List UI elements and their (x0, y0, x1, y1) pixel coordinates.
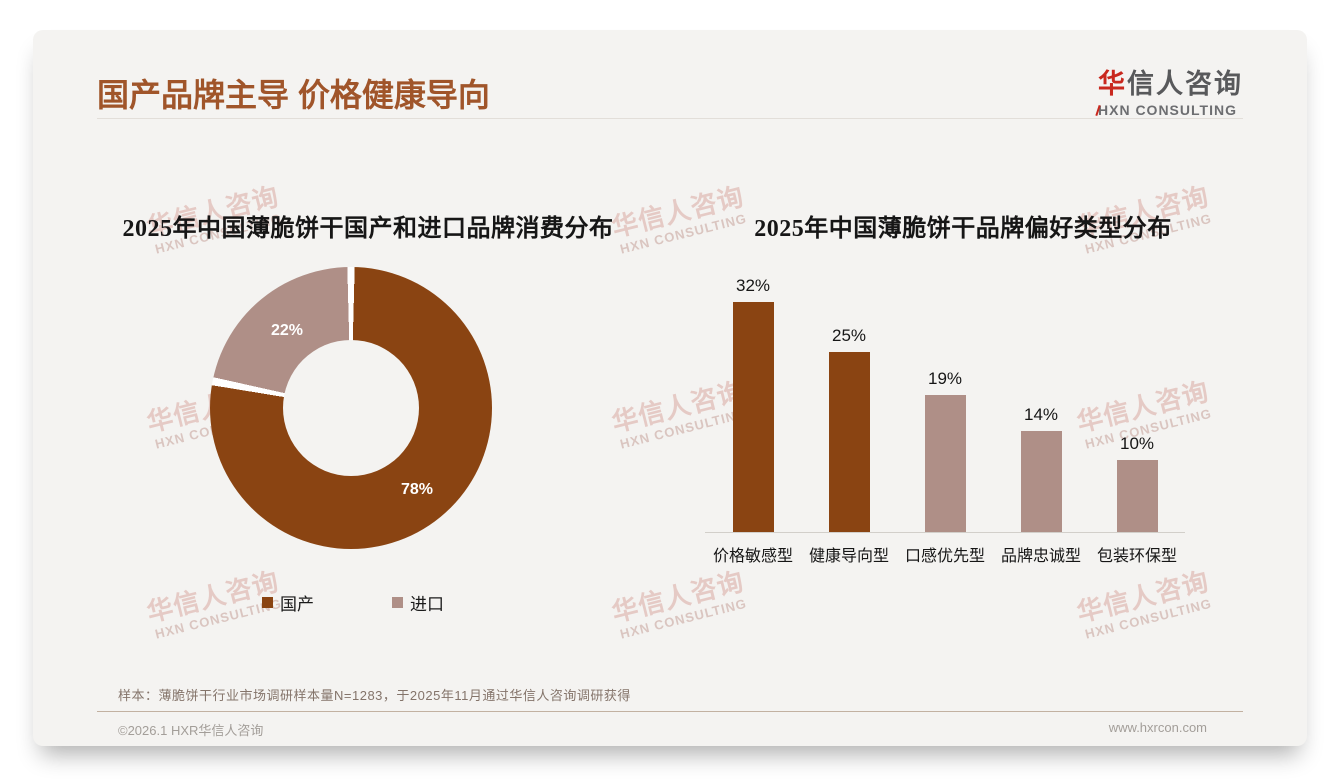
donut-hole (283, 340, 419, 476)
donut-legend: 国产 进口 (63, 590, 643, 615)
donut-chart: 22% 78% (210, 267, 492, 549)
report-card: 华信人咨询 HXN CONSULTING 华信人咨询 HXN CONSULTING 华信… (33, 30, 1307, 746)
logo-accent-char: 华 (1098, 69, 1127, 99)
logo-rest-chars: 信人咨询 (1127, 69, 1243, 99)
bar-chart-categories: 价格敏感型 健康导向型 口感优先型 品牌忠诚型 包装环保型 (705, 542, 1185, 566)
bar-category-label: 口感优先型 (904, 548, 985, 565)
bar-rect (924, 395, 966, 532)
bar-value-label: 19% (927, 369, 963, 388)
website-text: www.hxrcon.com (1108, 720, 1207, 735)
header-divider (97, 118, 1243, 119)
legend-label: 国产 (280, 595, 314, 614)
bar-slot: 32% (705, 273, 801, 532)
page-title: 国产品牌主导 价格健康导向 (97, 77, 490, 113)
bar-slot: 25% (801, 273, 897, 532)
legend-swatch (392, 597, 403, 608)
bar-rect (828, 352, 870, 532)
bar-rect (1116, 460, 1158, 532)
logo-chinese-text: 华信人咨询 (1098, 62, 1243, 101)
footer-row: ©2026.1 HXR华信人咨询 www.hxrcon.com (118, 720, 1207, 739)
bar-value-label: 10% (1119, 434, 1155, 453)
company-logo: 华信人咨询 HXN CONSULTING (1095, 62, 1243, 118)
bar-slot: 19% (897, 273, 993, 532)
bar-rect (732, 302, 774, 532)
bar-category-label: 包装环保型 (1096, 548, 1177, 565)
bar-value-label: 32% (735, 276, 771, 295)
donut-label-domestic: 78% (400, 481, 434, 498)
bar-category-label: 价格敏感型 (712, 548, 793, 565)
bar-category-label: 健康导向型 (808, 548, 889, 565)
bar-slot: 14% (993, 273, 1089, 532)
card-content: 国产品牌主导 价格健康导向 华信人咨询 HXN CONSULTING 2025年… (33, 30, 1307, 746)
bar-chart-title: 2025年中国薄脆饼干品牌偏好类型分布 (754, 216, 1172, 242)
bar-value-label: 25% (831, 326, 867, 345)
bar-rect (1020, 431, 1062, 532)
bar-value-label: 14% (1023, 405, 1059, 424)
copyright-text: ©2026.1 HXR华信人咨询 (118, 723, 264, 738)
bar-chart-plot: 32% 25% 19% 14% 10% (705, 273, 1185, 533)
legend-item: 国产 (262, 590, 314, 615)
legend-label: 进口 (410, 595, 444, 614)
donut-label-imported: 22% (270, 322, 304, 339)
donut-chart-title: 2025年中国薄脆饼干国产和进口品牌消费分布 (122, 216, 614, 242)
bar-category-label: 品牌忠诚型 (1000, 548, 1081, 565)
legend-item: 进口 (392, 590, 444, 615)
bar-slot: 10% (1089, 273, 1185, 532)
legend-swatch (262, 597, 273, 608)
sample-note: 样本：薄脆饼干行业市场调研样本量N=1283，于2025年11月通过华信人咨询调… (118, 688, 631, 703)
logo-english-text: HXN CONSULTING (1095, 102, 1243, 118)
footer-divider (97, 711, 1243, 712)
